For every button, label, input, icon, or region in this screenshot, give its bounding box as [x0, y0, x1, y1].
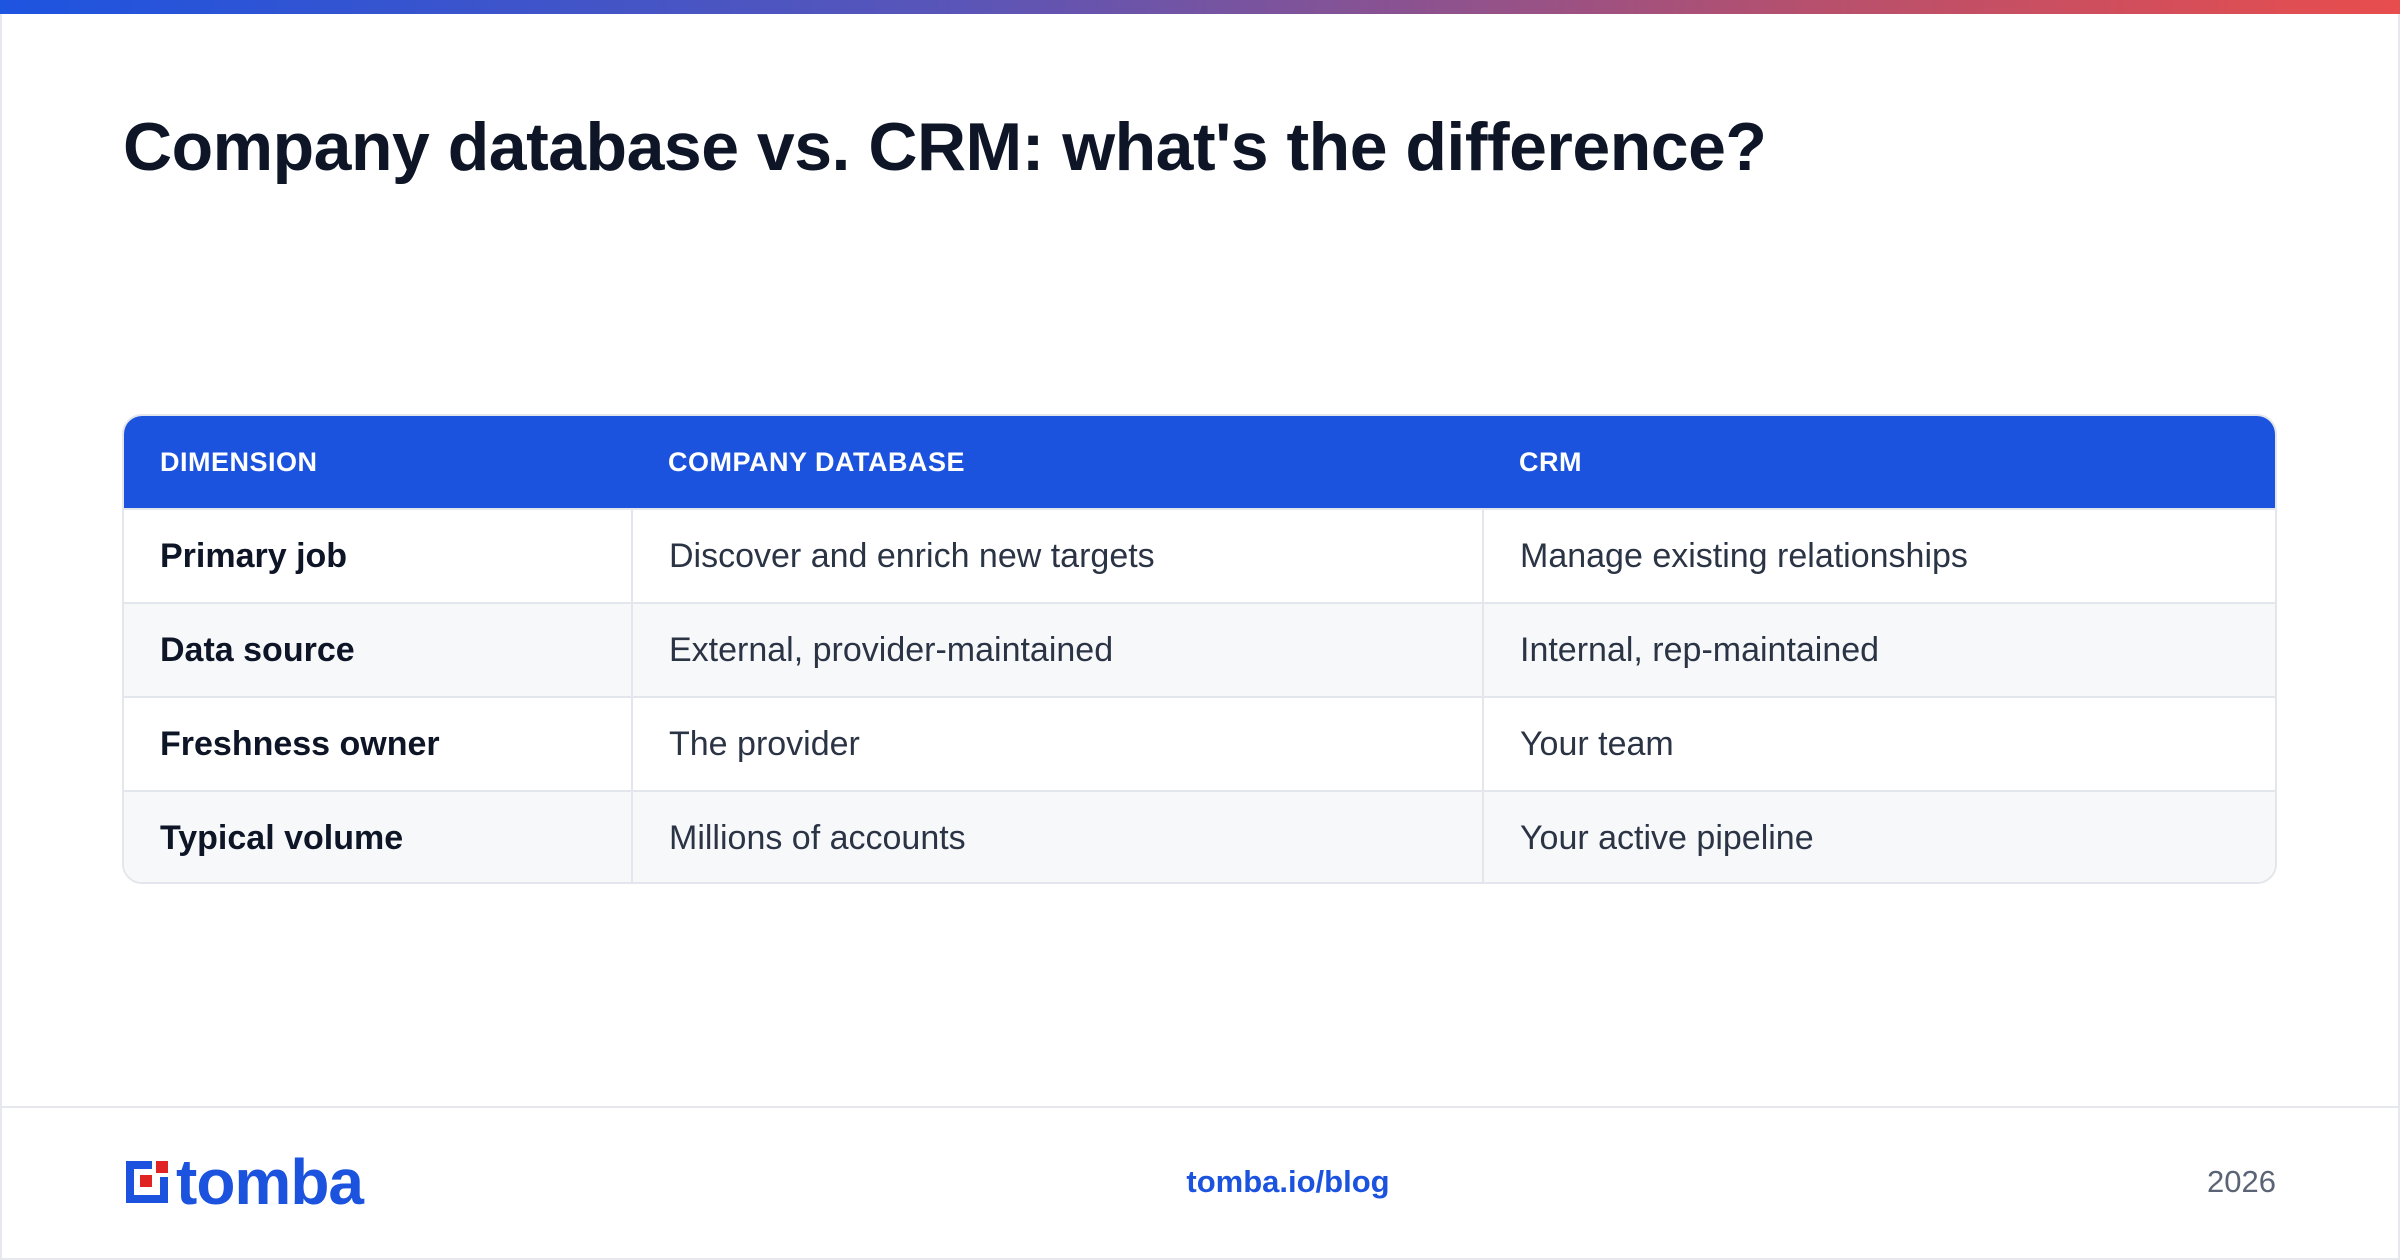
footer-year: 2026: [2207, 1164, 2276, 1199]
table-row: Primary job Discover and enrich new targ…: [124, 508, 2275, 603]
table-row: Data source External, provider-maintaine…: [124, 602, 2275, 697]
table-row: Typical volume Millions of accounts Your…: [124, 790, 2275, 882]
page-title: Company database vs. CRM: what's the dif…: [123, 109, 1767, 185]
row-company-database: The provider: [631, 696, 1483, 791]
row-crm: Manage existing relationships: [1482, 508, 2275, 603]
header-dimension: DIMENSION: [124, 416, 632, 509]
footer-divider: [0, 1106, 2400, 1108]
table-row: Freshness owner The provider Your team: [124, 696, 2275, 791]
blog-link[interactable]: tomba.io/blog: [1186, 1164, 1390, 1199]
header-company-database: COMPANY DATABASE: [632, 416, 1483, 509]
row-crm: Your active pipeline: [1482, 790, 2275, 882]
row-dimension: Data source: [124, 602, 632, 697]
row-company-database: Millions of accounts: [631, 790, 1483, 882]
row-company-database: Discover and enrich new targets: [631, 508, 1483, 603]
row-dimension: Primary job: [124, 508, 632, 603]
header-crm: CRM: [1483, 416, 2275, 509]
row-dimension: Typical volume: [124, 790, 632, 882]
tomba-logo[interactable]: tomba: [122, 1146, 364, 1218]
row-crm: Your team: [1482, 696, 2275, 791]
comparison-table: DIMENSION COMPANY DATABASE CRM Primary j…: [122, 414, 2277, 884]
table-header-row: DIMENSION COMPANY DATABASE CRM: [124, 416, 2275, 509]
row-dimension: Freshness owner: [124, 696, 632, 791]
top-gradient-bar: [0, 0, 2400, 14]
row-crm: Internal, rep-maintained: [1482, 602, 2275, 697]
tomba-logo-mark-icon: [122, 1157, 172, 1207]
row-company-database: External, provider-maintained: [631, 602, 1483, 697]
logo-wordmark: tomba: [176, 1146, 364, 1218]
